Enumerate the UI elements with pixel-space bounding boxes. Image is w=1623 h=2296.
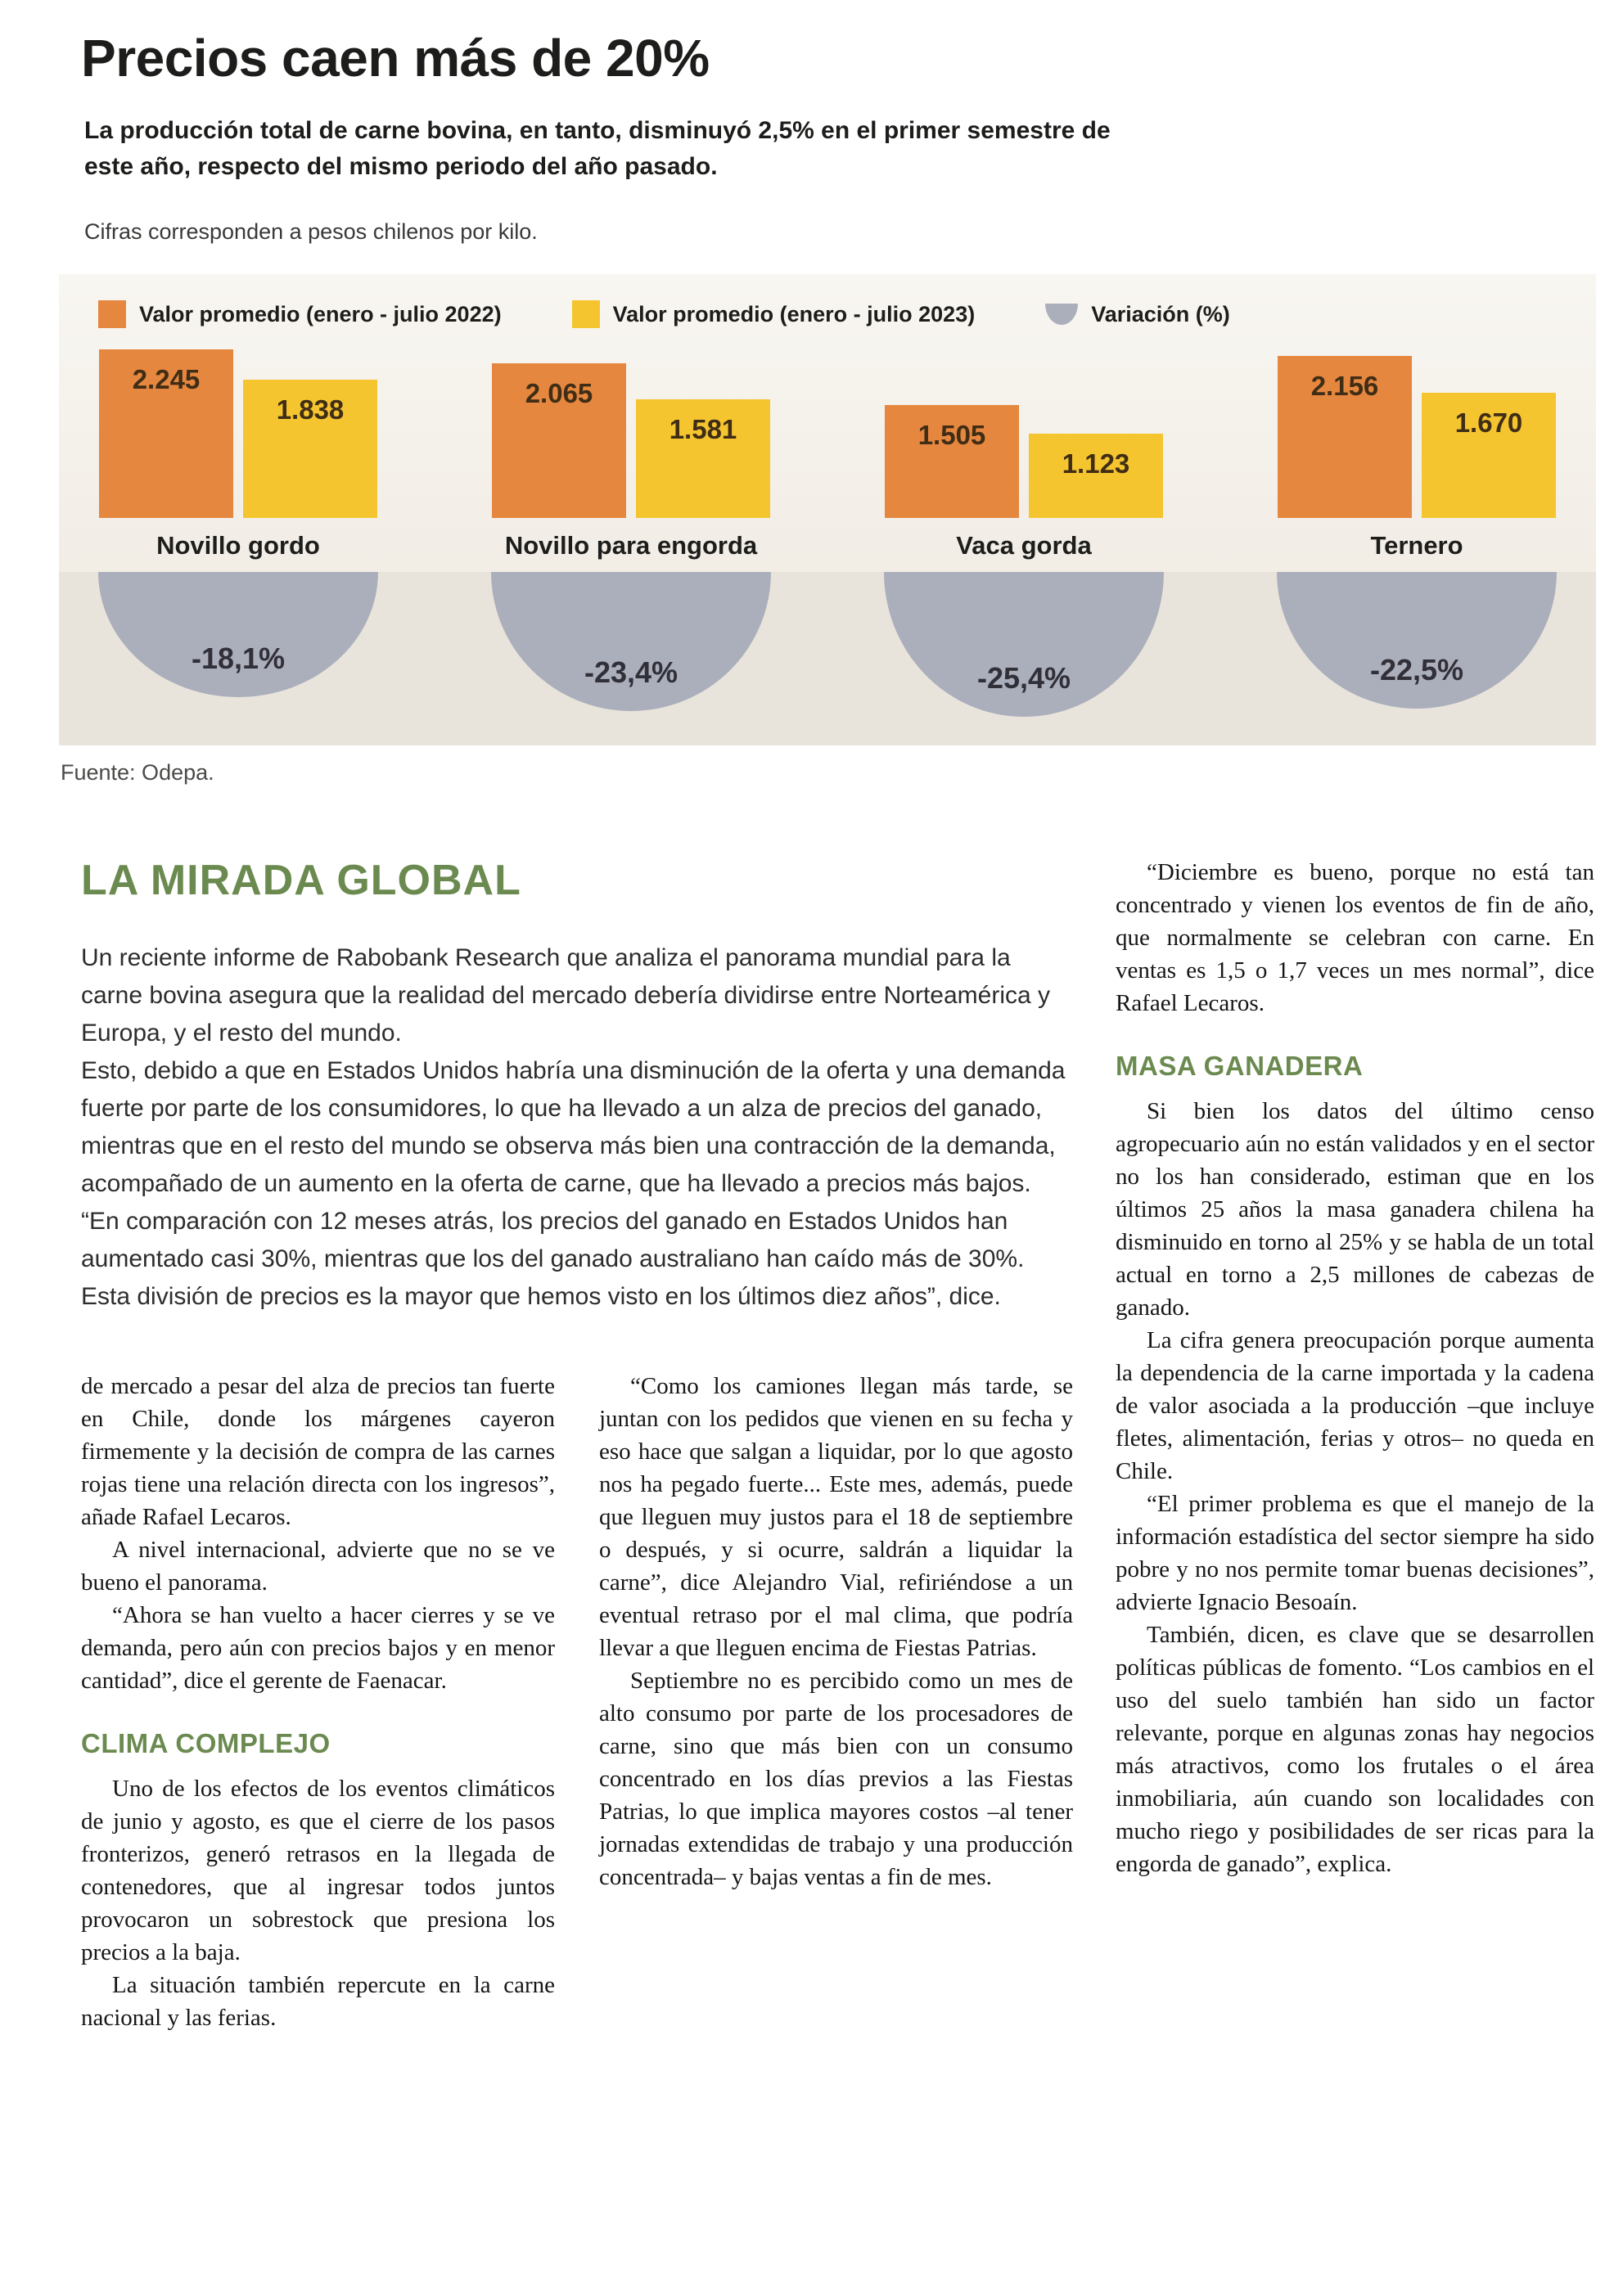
chart-note: Cifras corresponden a pesos chilenos por… [84, 219, 538, 244]
variation-bulge: -23,4% [491, 572, 771, 711]
article-body: LA MIRADA GLOBAL Un reciente informe de … [81, 856, 1594, 2034]
bar-value-label: 2.156 [1310, 371, 1379, 401]
intro-paragraph: Un reciente informe de Rabobank Research… [81, 944, 1051, 1047]
variation-bulge: -25,4% [884, 572, 1164, 717]
bars-row: 2.245 1.838 2.065 1.581 1.505 1.123 2.156 1.670 [59, 349, 1596, 518]
section-heading-global: LA MIRADA GLOBAL [81, 857, 521, 904]
yellow-swatch-icon [571, 300, 600, 328]
bar-value-label: 2.245 [132, 364, 201, 394]
price-chart-panel: Valor promedio (enero - julio 2022) Valo… [59, 274, 1596, 745]
subtitle: La producción total de carne bovina, en … [84, 117, 1111, 180]
bar-group: 2.245 1.838 [98, 349, 378, 518]
bar-value-label: 1.838 [276, 394, 345, 425]
body-paragraph: Uno de los efectos de los eventos climát… [81, 1776, 555, 1965]
orange-swatch-icon [98, 300, 126, 328]
variation-bulge: -22,5% [1277, 572, 1557, 709]
bar-2023: 1.123 [1029, 434, 1163, 518]
body-paragraph: “Ahora se han vuelto a hacer cierres y s… [81, 1602, 555, 1694]
article-header: Precios caen más de 20% La producción to… [0, 0, 1623, 245]
page-title: Precios caen más de 20% [81, 29, 710, 88]
bar-group: 2.156 1.670 [1277, 356, 1557, 518]
variation-value-label: -25,4% [976, 661, 1071, 695]
variation-row: -18,1% -23,4% -25,4% -22,5% [59, 572, 1596, 745]
bar-value-label: 1.670 [1454, 407, 1523, 438]
bar-value-label: 1.505 [917, 420, 986, 450]
text-column-1: de mercado a pesar del alza de precios t… [81, 1370, 555, 2034]
source-credit: Fuente: Odepa. [61, 760, 214, 785]
legend-item-2023: Valor promedio (enero - julio 2023) [571, 300, 976, 328]
category-label: Novillo para engorda [504, 531, 758, 560]
chart-legend: Valor promedio (enero - julio 2022) Valo… [59, 274, 1596, 336]
legend-item-variation: Variación (%) [1045, 302, 1230, 327]
bar-value-label: 1.123 [1062, 448, 1130, 479]
body-paragraph: Septiembre no es percibido como un mes d… [599, 1668, 1073, 1890]
body-paragraph: de mercado a pesar del alza de precios t… [81, 1373, 555, 1530]
body-paragraph: La cifra genera preocupación porque aume… [1116, 1327, 1594, 1484]
category-label: Vaca gorda [956, 531, 1092, 560]
bar-2023: 1.838 [243, 380, 377, 518]
variation-value-label: -22,5% [1369, 653, 1464, 687]
bar-2023: 1.581 [636, 399, 770, 518]
bar-group: 1.505 1.123 [884, 405, 1164, 518]
body-paragraph: “El primer problema es que el manejo de … [1116, 1491, 1594, 1615]
legend-label-2022: Valor promedio (enero - julio 2022) [139, 301, 502, 326]
legend-label-2023: Valor promedio (enero - julio 2023) [612, 301, 976, 326]
legend-label-variation: Variación (%) [1091, 301, 1230, 326]
intro-paragraph: “En comparación con 12 meses atrás, los … [81, 1208, 1025, 1310]
bar-group: 2.065 1.581 [491, 363, 771, 518]
subsection-heading: MASA GANADERA [1116, 1051, 1364, 1081]
body-paragraph: “Diciembre es bueno, porque no está tan … [1116, 859, 1594, 1016]
bar-2023: 1.670 [1422, 393, 1556, 518]
subsection-heading: CLIMA COMPLEJO [81, 1728, 331, 1758]
category-labels-row: Novillo gordo Novillo para engorda Vaca go… [59, 518, 1596, 572]
bar-2022: 2.065 [492, 363, 626, 518]
text-column-3: “Diciembre es bueno, porque no está tan … [1116, 856, 1594, 1880]
two-column-text: de mercado a pesar del alza de precios t… [81, 1370, 1073, 2034]
intro-paragraph: Esto, debido a que en Estados Unidos hab… [81, 1057, 1066, 1197]
variation-value-label: -18,1% [191, 642, 286, 675]
body-paragraph: Si bien los datos del último censo agrop… [1116, 1098, 1594, 1321]
category-label: Novillo gordo [156, 531, 320, 560]
category-label: Ternero [1370, 531, 1463, 560]
bar-2022: 2.156 [1278, 356, 1412, 518]
text-column-2: “Como los camiones llegan más tarde, se … [599, 1370, 1073, 2034]
intro-paragraphs: Un reciente informe de Rabobank Research… [81, 939, 1073, 1316]
gray-bulge-swatch-icon [1045, 304, 1079, 325]
bar-2022: 1.505 [885, 405, 1019, 518]
article-left-block: LA MIRADA GLOBAL Un reciente informe de … [81, 856, 1073, 2034]
variation-value-label: -23,4% [584, 655, 679, 689]
body-paragraph: También, dicen, es clave que se desarrol… [1116, 1622, 1594, 1877]
bar-2022: 2.245 [99, 349, 233, 518]
body-paragraph: A nivel internacional, advierte que no s… [81, 1537, 555, 1596]
body-paragraph: La situación también repercute en la car… [81, 1972, 555, 2031]
bar-value-label: 1.581 [669, 414, 737, 444]
legend-item-2022: Valor promedio (enero - julio 2022) [98, 300, 502, 328]
bar-value-label: 2.065 [525, 378, 593, 408]
variation-bulge: -18,1% [98, 572, 378, 697]
body-paragraph: “Como los camiones llegan más tarde, se … [599, 1373, 1073, 1661]
